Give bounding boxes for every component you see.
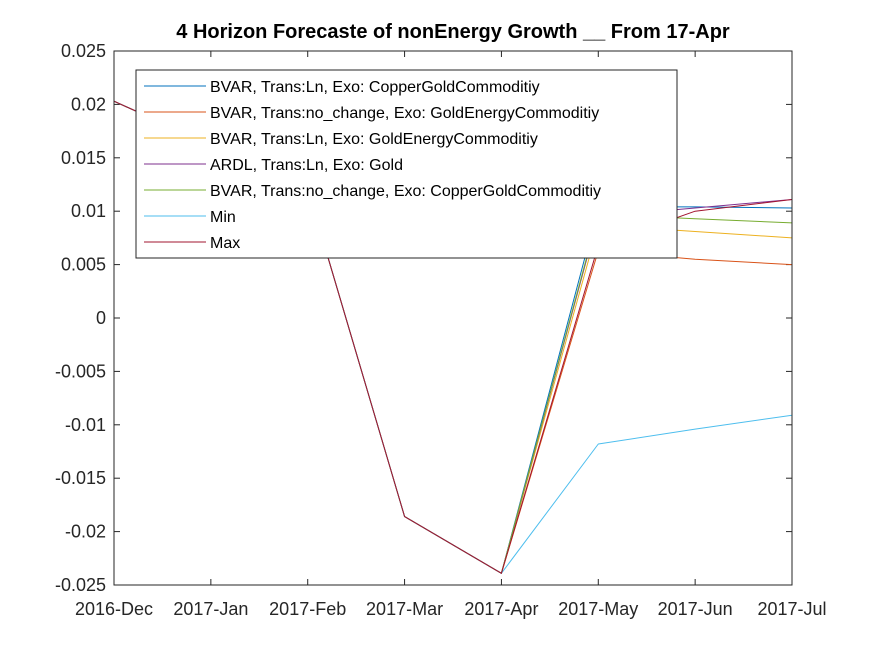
x-tick-label: 2017-May bbox=[558, 599, 638, 619]
y-tick-label: -0.02 bbox=[65, 522, 106, 542]
x-tick-label: 2017-Jul bbox=[757, 599, 826, 619]
x-tick-label: 2017-Apr bbox=[464, 599, 538, 619]
chart-title: 4 Horizon Forecaste of nonEnergy Growth … bbox=[176, 21, 730, 43]
y-tick-label: 0.025 bbox=[61, 41, 106, 61]
y-tick-label: -0.025 bbox=[55, 575, 106, 595]
y-tick-label: 0 bbox=[96, 308, 106, 328]
y-tick-label: 0.015 bbox=[61, 148, 106, 168]
x-tick-label: 2017-Jun bbox=[658, 599, 733, 619]
x-tick-label: 2017-Mar bbox=[366, 599, 443, 619]
y-tick-label: 0.01 bbox=[71, 201, 106, 221]
y-tick-label: -0.015 bbox=[55, 468, 106, 488]
legend-entry: ARDL, Trans:Ln, Exo: Gold bbox=[210, 157, 403, 174]
y-tick-label: -0.005 bbox=[55, 361, 106, 381]
legend-entry: Max bbox=[210, 235, 240, 252]
legend-entry: Min bbox=[210, 209, 236, 226]
axes-box bbox=[113, 50, 793, 586]
legend-box bbox=[135, 69, 678, 259]
y-tick-label: 0.02 bbox=[71, 94, 106, 114]
legend-entry: BVAR, Trans:Ln, Exo: GoldEnergyCommoditi… bbox=[210, 131, 538, 148]
x-tick-label: 2016-Dec bbox=[75, 599, 153, 619]
legend: BVAR, Trans:Ln, Exo: CopperGoldCommoditi… bbox=[135, 69, 678, 259]
x-tick-label: 2017-Feb bbox=[269, 599, 346, 619]
y-tick-label: 0.005 bbox=[61, 255, 106, 275]
y-tick-label: -0.01 bbox=[65, 415, 106, 435]
legend-entry: BVAR, Trans:no_change, Exo: GoldEnergyCo… bbox=[210, 105, 599, 122]
legend-entry: BVAR, Trans:no_change, Exo: CopperGoldCo… bbox=[210, 183, 601, 200]
legend-entry: BVAR, Trans:Ln, Exo: CopperGoldCommoditi… bbox=[210, 79, 540, 96]
x-tick-label: 2017-Jan bbox=[173, 599, 248, 619]
